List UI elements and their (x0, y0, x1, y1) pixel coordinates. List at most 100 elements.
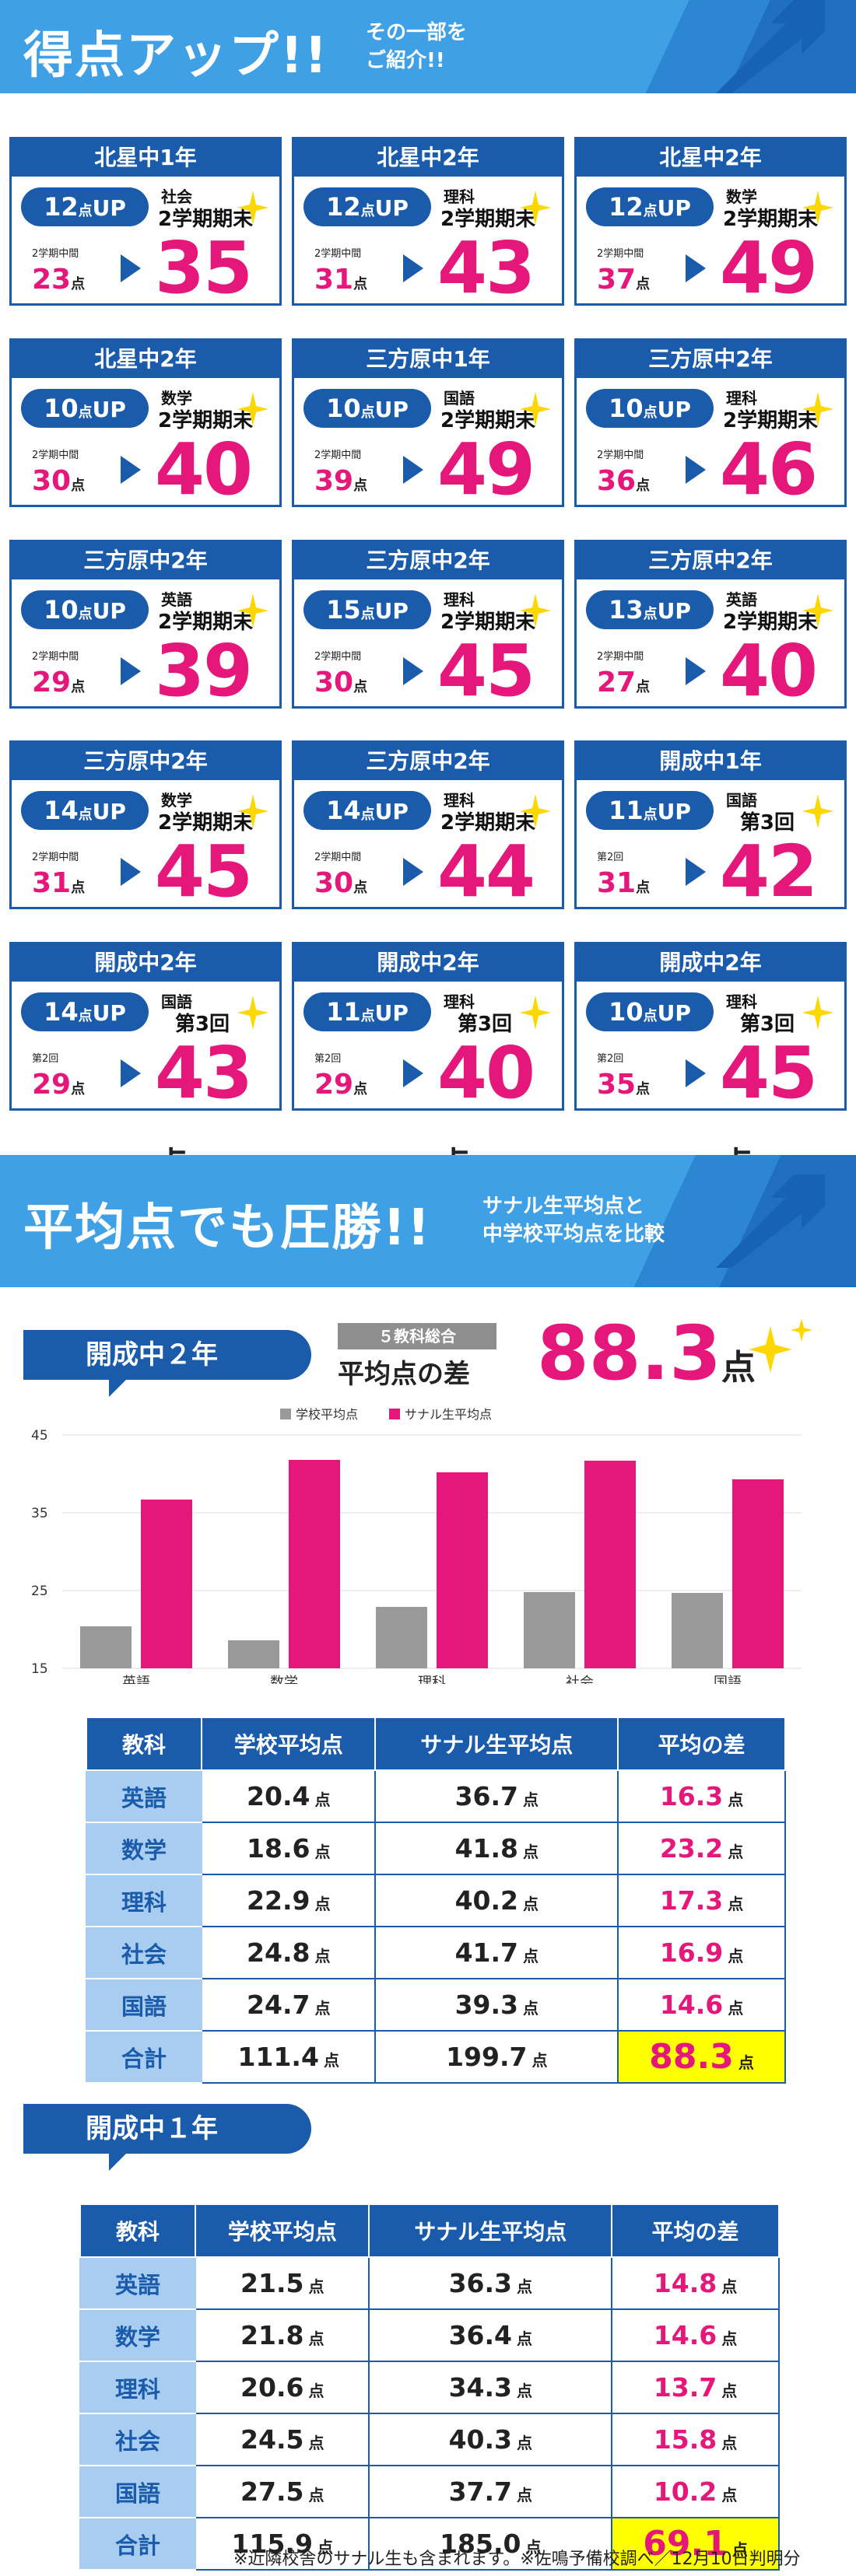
card-term: 2学期期末 (440, 610, 536, 634)
banner-title: 平均点でも圧勝!! (23, 1199, 432, 1257)
card-subject: 理科 (723, 385, 760, 408)
card-term: 第3回 (457, 1013, 512, 1037)
sparkle-icon (802, 593, 833, 628)
card-term: 2学期期末 (723, 610, 819, 634)
bar (732, 1479, 784, 1668)
previous-label: 2学期中間 (314, 852, 362, 864)
previous-score: 36点 (597, 464, 651, 497)
card-term: 2学期期末 (158, 811, 254, 835)
card-term: 2学期期末 (158, 408, 254, 432)
average-banner: 平均点でも圧勝!! サナル生平均点と 中学校平均点を比較 (0, 1155, 856, 1287)
previous-label: 第2回 (314, 1053, 342, 1066)
school-average-cell: 21.5 点 (194, 2256, 370, 2310)
sparkle-icon (802, 794, 833, 829)
up-badge: 13点UP (586, 590, 714, 629)
score-card: 北星中2年10点UP数学2学期期末2学期中間30点40点 (9, 338, 282, 579)
sparkle-icon (237, 593, 268, 628)
up-badge: 10点UP (586, 992, 714, 1032)
previous-score: 31点 (32, 867, 86, 900)
card-term: 第3回 (174, 1013, 230, 1037)
card-subject: 数学 (723, 184, 760, 207)
card-subject: 国語 (723, 788, 760, 811)
difference-cell: 15.8 点 (611, 2413, 780, 2466)
card-subject: 理科 (440, 586, 478, 610)
card-term: 2学期期末 (158, 208, 254, 231)
table-header-row: 教科 学校平均点 サナル生平均点 平均の差 (79, 2203, 780, 2258)
card-subject: 理科 (723, 989, 760, 1013)
previous-score: 29点 (32, 666, 86, 698)
table-header: 平均の差 (617, 1717, 786, 1771)
card-school: 開成中2年 (294, 944, 562, 982)
score-card: 北星中1年12点UP社会2学期期末2学期中間23点35点 (9, 137, 282, 378)
current-score: 40点 (437, 1031, 535, 1184)
arrow-right-icon (686, 656, 706, 685)
previous-score: 27点 (597, 666, 651, 698)
card-subject: 国語 (440, 385, 478, 408)
arrow-right-icon (686, 858, 706, 887)
previous-score: 39点 (314, 464, 368, 497)
arrow-right-icon (403, 656, 423, 685)
score-card: 三方原中1年10点UP国語2学期期末2学期中間39点49点 (292, 338, 564, 579)
x-tick-label: 英語 (122, 1675, 150, 1684)
sparkle-icon (520, 391, 551, 426)
score-card-grid: 北星中1年12点UP社会2学期期末2学期中間23点35点北星中2年12点UP理科… (0, 93, 856, 1183)
sanaru-average-cell: 39.3 点 (374, 1978, 619, 2032)
card-term: 2学期期末 (723, 408, 819, 432)
arrow-right-icon (121, 656, 141, 685)
school-average-cell: 22.9 点 (200, 1874, 377, 1927)
difference-cell: 14.6 点 (617, 1978, 786, 2032)
difference-cell: 17.3 点 (617, 1874, 786, 1927)
card-subject: 数学 (158, 385, 195, 408)
sanaru-average-cell: 36.3 点 (368, 2256, 613, 2310)
previous-score: 35点 (597, 1069, 651, 1101)
sparkle-icon (802, 191, 833, 225)
card-term: 2学期期末 (440, 208, 536, 231)
up-badge: 14点UP (21, 992, 149, 1032)
sanaru-average-cell: 185.0 点 (368, 2517, 613, 2571)
subject-cell: 英語 (86, 1769, 202, 1823)
x-tick-label: 社会 (566, 1675, 594, 1684)
previous-score: 37点 (597, 264, 651, 296)
previous-label: 2学期中間 (314, 248, 362, 260)
previous-label: 2学期中間 (32, 449, 79, 461)
sparkle-icon (237, 191, 268, 225)
bar (524, 1592, 575, 1668)
up-arrow-icon (716, 0, 825, 93)
previous-label: 第2回 (597, 1053, 624, 1066)
previous-label: 2学期中間 (314, 449, 362, 461)
table-header-row: 教科 学校平均点 サナル生平均点 平均の差 (86, 1717, 786, 1771)
table-row: 理科 20.6 点 34.3 点 13.7 点 (79, 2361, 780, 2414)
previous-label: 2学期中間 (314, 650, 362, 663)
x-tick-label: 理科 (418, 1675, 446, 1684)
sanaru-average-cell: 37.7 点 (368, 2465, 613, 2518)
card-school: 三方原中2年 (294, 541, 562, 579)
card-school: 三方原中2年 (577, 340, 844, 378)
previous-score: 31点 (314, 264, 368, 296)
card-subject: 理科 (440, 184, 478, 207)
score-card: 三方原中2年13点UP英語2学期期末2学期中間27点40点 (574, 539, 847, 781)
card-term: 2学期期末 (723, 208, 819, 231)
legend-label: 学校平均点 (296, 1407, 358, 1422)
legend-swatch (280, 1409, 291, 1419)
table-header: サナル生平均点 (368, 2203, 613, 2258)
sparkle-icon (520, 593, 551, 628)
table-header: 教科 (86, 1717, 202, 1771)
average-diff-label: 平均点の差 (338, 1359, 470, 1390)
arrow-right-icon (403, 858, 423, 887)
difference-cell: 69.1 点 (611, 2517, 780, 2571)
sparkle-icon (237, 391, 268, 426)
banner-title: 得点アップ!! (23, 27, 329, 85)
subject-cell: 理科 (86, 1874, 202, 1927)
school-average-cell: 21.8 点 (194, 2308, 370, 2362)
bar (228, 1640, 279, 1668)
card-subject: 国語 (158, 989, 195, 1013)
average-diff-value: 88.3点 (537, 1310, 756, 1397)
sparkle-icon (520, 794, 551, 829)
y-tick-label: 15 (31, 1661, 48, 1677)
previous-label: 2学期中間 (32, 852, 79, 864)
x-tick-label: 数学 (270, 1675, 298, 1684)
card-school: 開成中2年 (12, 944, 279, 982)
up-badge: 14点UP (21, 791, 149, 831)
y-tick-label: 25 (31, 1584, 48, 1599)
